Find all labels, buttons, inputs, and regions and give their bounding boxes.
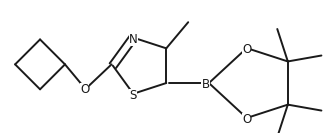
Text: O: O xyxy=(242,113,251,126)
Text: O: O xyxy=(80,83,89,96)
Text: S: S xyxy=(129,89,137,102)
Text: N: N xyxy=(129,33,138,46)
Text: B: B xyxy=(202,78,210,91)
Text: O: O xyxy=(242,43,251,56)
